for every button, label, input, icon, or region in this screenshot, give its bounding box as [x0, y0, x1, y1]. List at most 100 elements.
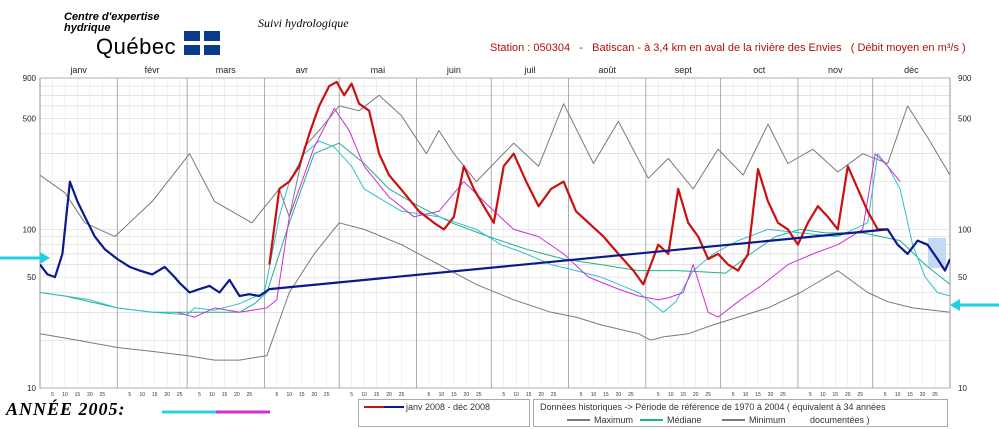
day-tick-label: 10	[513, 392, 519, 398]
day-tick-label: 20	[845, 392, 851, 398]
y-axis-ticks: 900 900 500 500 100 100 50 50 10 10	[23, 74, 972, 393]
series-group	[40, 80, 950, 361]
series-line	[40, 180, 950, 298]
y-tick-left: 900	[23, 74, 37, 83]
day-tick-label: 5	[198, 392, 201, 398]
day-tick-label: 20	[920, 392, 926, 398]
day-tick-label: 5	[275, 392, 278, 398]
day-tick-label: 15	[603, 392, 609, 398]
day-tick-label: 10	[62, 392, 68, 398]
legend-maximum: Maximum	[594, 415, 633, 425]
org-name-line: Centre d'expertise hydrique	[64, 12, 160, 34]
day-tick-label: 10	[668, 392, 674, 398]
day-tick-label: 20	[616, 392, 622, 398]
month-label: juil	[523, 65, 535, 75]
day-tick-label: 20	[693, 392, 699, 398]
day-tick-label: 5	[428, 392, 431, 398]
month-label: nov	[828, 65, 843, 75]
month-label: mars	[216, 65, 236, 75]
day-tick-label: 25	[551, 392, 557, 398]
month-label: sept	[675, 65, 693, 75]
legend-historical	[533, 399, 948, 427]
legend-minimum: Minimum	[749, 415, 786, 425]
grid	[39, 77, 951, 389]
day-tick-label: 5	[732, 392, 735, 398]
day-tick-label: 5	[657, 392, 660, 398]
station-label: Station : 050304 - Batiscan - à 3,4 km e…	[490, 42, 966, 54]
day-tick-label: 15	[152, 392, 158, 398]
day-tick-label: 15	[680, 392, 686, 398]
y-tick-right: 900	[958, 74, 972, 83]
day-tick-label: 10	[439, 392, 445, 398]
y-tick-left: 100	[23, 225, 37, 234]
day-tick-label: 15	[755, 392, 761, 398]
day-tick-label: 25	[476, 392, 482, 398]
forecast-box	[928, 238, 946, 268]
month-label: déc	[904, 65, 919, 75]
day-tick-label: 5	[51, 392, 54, 398]
day-tick-label: 10	[591, 392, 597, 398]
month-label: janv	[69, 65, 87, 75]
series-line	[40, 222, 950, 361]
month-label: mai	[371, 65, 386, 75]
day-tick-label: 15	[526, 392, 532, 398]
day-tick-label: 20	[311, 392, 317, 398]
day-tick-label: 5	[580, 392, 583, 398]
series-line	[176, 107, 901, 318]
org-line2: hydrique	[64, 22, 111, 34]
day-tick-label: 25	[628, 392, 634, 398]
day-tick-label: 15	[907, 392, 913, 398]
day-tick-label: 10	[743, 392, 749, 398]
day-tick-label: 10	[139, 392, 145, 398]
day-tick-label: 15	[299, 392, 305, 398]
day-tick-label: 25	[177, 392, 183, 398]
legend-current-label: janv 2008 - déc 2008	[405, 402, 490, 412]
quebec-wordmark: Québec	[96, 34, 177, 59]
y-tick-left: 500	[23, 114, 37, 123]
day-tick-label: 5	[884, 392, 887, 398]
month-label: oct	[753, 65, 766, 75]
y-tick-right: 10	[958, 384, 967, 393]
org-line1: Centre d'expertise	[64, 11, 160, 23]
month-label: juin	[446, 65, 461, 75]
month-labels: janv févr mars avr mai juin juil août sept oct nov…	[69, 65, 919, 75]
day-tick-label: 10	[361, 392, 367, 398]
day-ticks: 5 10 15 20 25 5 10 15 20 25 5 10 15 20 25 5 10 15 20 25 5 10 1…	[51, 392, 938, 398]
day-tick-label: 25	[780, 392, 786, 398]
day-tick-label: 25	[100, 392, 106, 398]
day-tick-label: 15	[222, 392, 228, 398]
month-label: févr	[145, 65, 160, 75]
day-tick-label: 20	[87, 392, 93, 398]
year-annotation: ANNÉE 2005:	[6, 399, 126, 419]
day-tick-label: 10	[209, 392, 215, 398]
y-tick-left: 50	[27, 273, 36, 282]
day-tick-label: 15	[451, 392, 457, 398]
day-tick-label: 5	[502, 392, 505, 398]
page-title: Suivi hydrologique	[258, 16, 349, 30]
day-tick-label: 15	[833, 392, 839, 398]
plot-area	[39, 77, 951, 389]
day-tick-label: 20	[164, 392, 170, 398]
right-arrow-icon	[950, 299, 999, 311]
day-tick-label: 25	[399, 392, 405, 398]
day-tick-label: 25	[247, 392, 253, 398]
day-tick-label: 5	[350, 392, 353, 398]
legend-current	[358, 399, 530, 427]
month-label: avr	[296, 65, 309, 75]
day-tick-label: 10	[820, 392, 826, 398]
day-tick-label: 15	[374, 392, 380, 398]
day-tick-label: 20	[386, 392, 392, 398]
y-tick-right: 100	[958, 225, 972, 234]
series-line	[268, 80, 888, 286]
day-tick-label: 15	[75, 392, 81, 398]
left-arrow-icon	[0, 252, 50, 264]
legend-historical-title2: documentées )	[810, 415, 870, 425]
month-label: août	[598, 65, 616, 75]
series-line	[40, 94, 950, 238]
day-tick-label: 25	[705, 392, 711, 398]
quebec-flag-icon	[184, 31, 220, 55]
day-tick-label: 5	[809, 392, 812, 398]
day-tick-label: 20	[464, 392, 470, 398]
y-tick-right: 500	[958, 114, 972, 123]
legend-mediane: Médiane	[667, 415, 702, 425]
